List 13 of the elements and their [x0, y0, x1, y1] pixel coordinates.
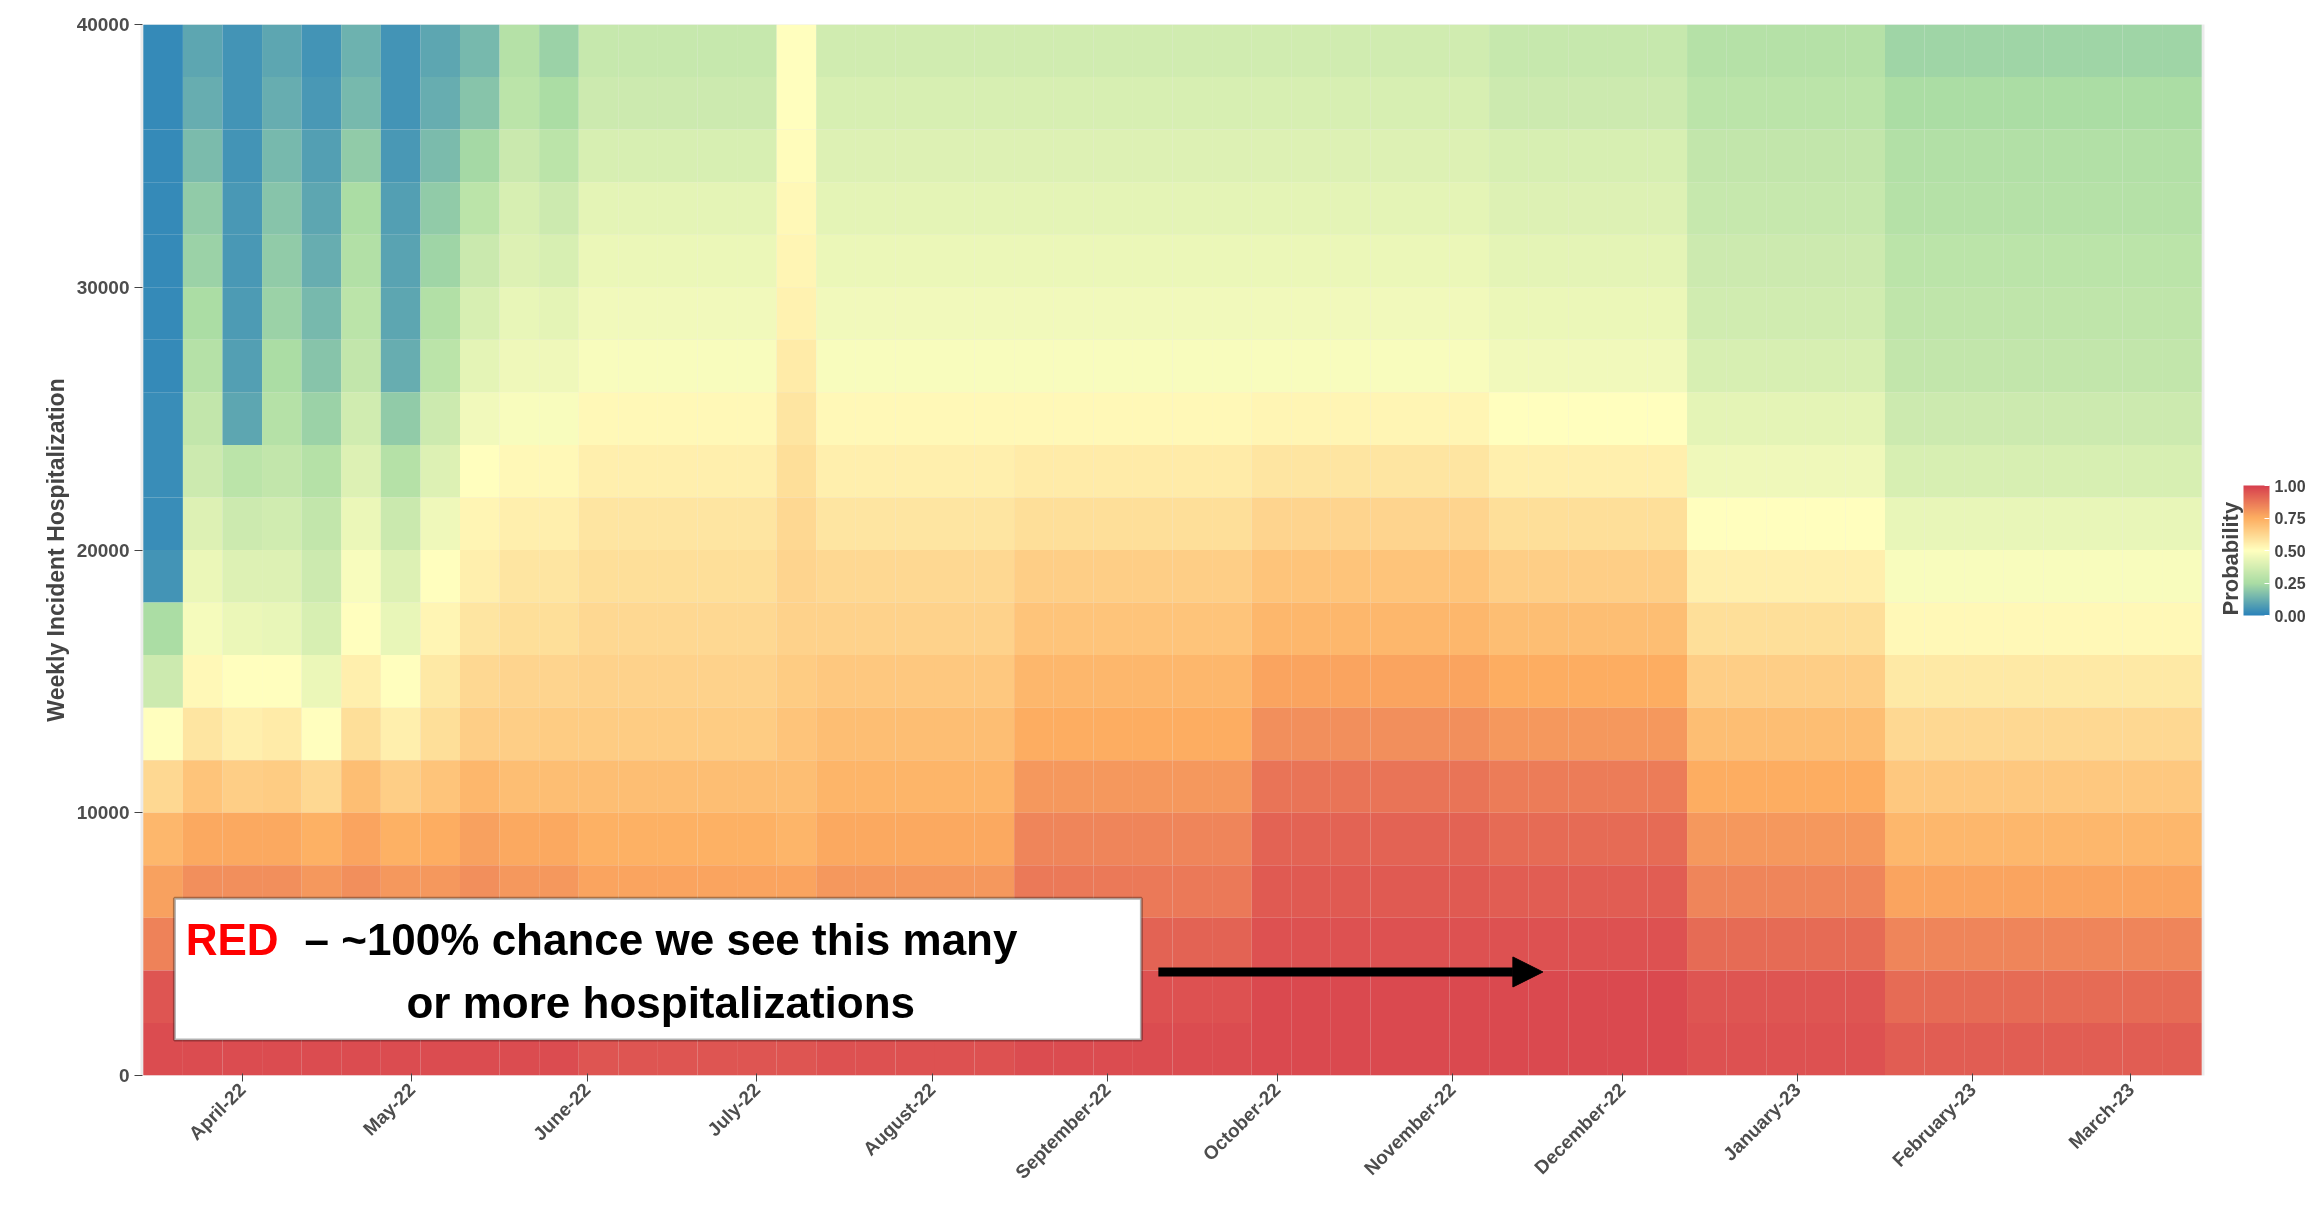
color-bar-title: Probability [2217, 501, 2243, 616]
color-bar-label: 0.25 [2274, 575, 2306, 592]
y-tick-label: 0 [118, 1065, 130, 1086]
color-bar-label: 0.00 [2274, 607, 2306, 625]
y-tick-label: 20000 [76, 539, 130, 561]
y-axis-title: Weekly Incident Hospitalization [42, 378, 69, 722]
color-bar-label: 0.75 [2274, 510, 2306, 527]
y-tick-label: 30000 [76, 276, 130, 298]
color-bar-label: 1.00 [2274, 477, 2306, 495]
annotation: RED – ~100% chance we see this many or more hospitalizations [185, 915, 1018, 1028]
y-tick-label: 40000 [76, 14, 130, 35]
color-bar-label: 0.50 [2274, 542, 2306, 560]
y-tick-label: 10000 [76, 802, 130, 824]
